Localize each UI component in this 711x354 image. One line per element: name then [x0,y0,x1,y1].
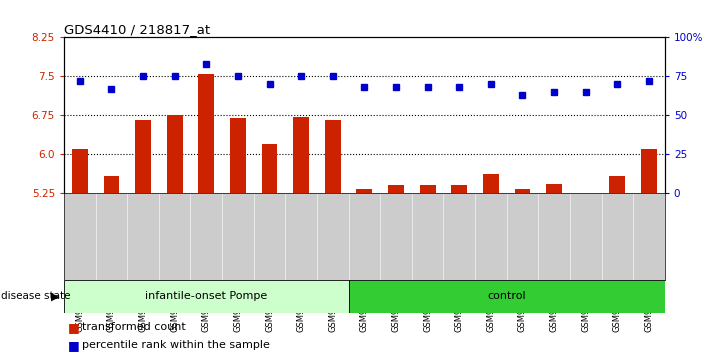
Text: percentile rank within the sample: percentile rank within the sample [82,340,269,350]
Bar [388,185,404,193]
Bar [64,280,348,313]
Bar [104,176,119,193]
Bar [167,115,183,193]
Text: disease state: disease state [1,291,70,302]
Bar [262,144,277,193]
Bar [451,185,467,193]
Bar [230,118,246,193]
Bar [72,149,87,193]
Bar [348,280,665,313]
Bar [325,120,341,193]
Bar [135,120,151,193]
Text: ▶: ▶ [51,291,60,302]
Text: transformed count: transformed count [82,322,186,332]
Text: GDS4410 / 218817_at: GDS4410 / 218817_at [64,23,210,36]
Bar [198,74,214,193]
Bar [515,189,530,193]
Bar [419,185,436,193]
Bar [641,149,657,193]
Text: control: control [487,291,526,302]
Bar [483,174,499,193]
Bar [546,184,562,193]
Text: ■: ■ [68,339,80,352]
Bar [609,176,625,193]
Bar [293,116,309,193]
Text: ■: ■ [68,321,80,334]
Text: infantile-onset Pompe: infantile-onset Pompe [145,291,267,302]
Bar [356,189,373,193]
